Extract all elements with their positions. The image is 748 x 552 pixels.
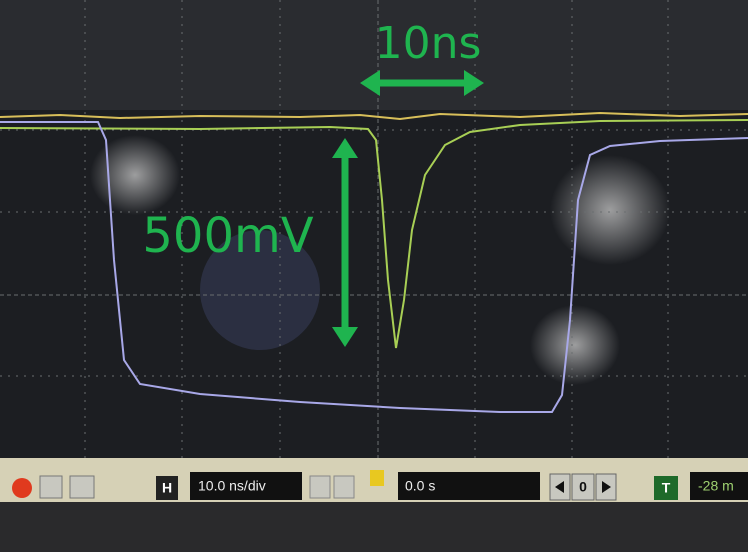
reflection [200,230,320,350]
time-arrow [360,70,484,96]
delay-box[interactable] [398,472,540,500]
record-button[interactable] [12,478,32,498]
grid [0,0,748,458]
time-per-div: 10.0 ns/div [198,478,266,494]
trigger-level-box[interactable] [690,472,748,500]
coarse-button[interactable] [333,475,355,499]
glare [90,135,180,215]
time-annotation: 10ns [375,18,482,69]
voltage-annotation: 500mV [142,208,313,264]
trigger-button[interactable] [654,476,678,500]
trace-green [0,119,748,349]
voltage-arrow [332,138,358,347]
trace-yellow [0,111,748,121]
trace-blue [0,121,748,413]
time-per-div-box[interactable] [190,472,302,500]
right-arrow [602,481,611,493]
step: 0 [579,479,587,495]
bezel [0,502,748,552]
glare [530,305,620,385]
step-box[interactable] [571,473,595,501]
trigger-level: -28 m [698,478,734,494]
delay: 0.0 s [405,478,435,494]
print-button[interactable] [69,475,95,499]
horizontal-button[interactable] [156,476,178,500]
fine-button[interactable] [309,475,331,499]
glare [550,155,670,265]
icon-button[interactable] [39,475,63,499]
left-arrow [555,481,564,493]
trigger-label: T [662,480,671,496]
horizontal-label: H [162,480,172,496]
trigger-marker [370,470,384,486]
